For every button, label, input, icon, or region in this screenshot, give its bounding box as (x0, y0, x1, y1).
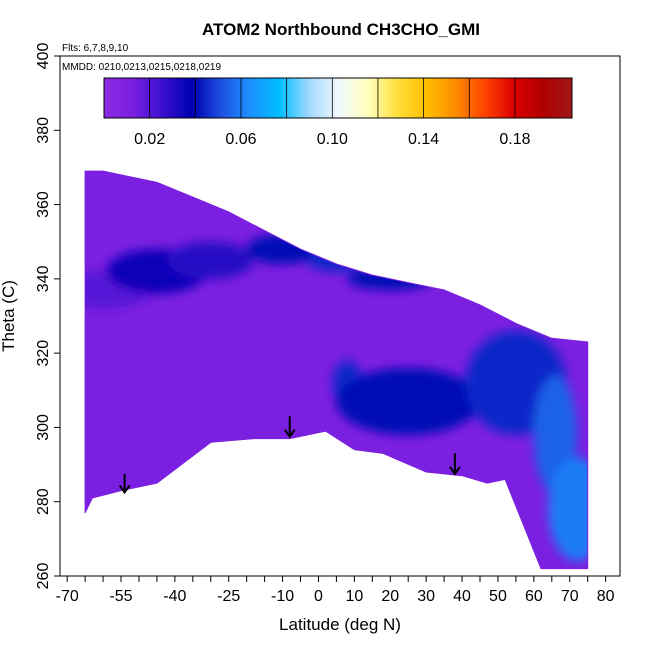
y-tick-label: 360 (35, 191, 52, 218)
field-feature (307, 249, 366, 272)
arrows (118, 416, 461, 495)
field-feature (336, 368, 480, 435)
x-tick-label: -70 (56, 588, 79, 605)
x-tick-label: 70 (561, 588, 579, 605)
field-feature (167, 241, 254, 279)
colorbar: 0.02 0.06 0.10 0.14 0.18 (103, 77, 573, 148)
flights-annotation: Flts: 6,7,8,9,10 (62, 43, 129, 54)
plot-frame (59, 55, 621, 577)
x-tick-label: 0 (314, 588, 323, 605)
x-axis-label: Latitude (deg N) (279, 615, 401, 634)
plot-area (84, 170, 589, 570)
x-tick-label: 80 (597, 588, 615, 605)
colorbar-ticks: 0.02 0.06 0.10 0.14 0.18 (134, 131, 531, 148)
arrow-head (118, 484, 131, 495)
colorbar-tick-label: 0.14 (408, 131, 439, 148)
x-tick-label: -25 (217, 588, 240, 605)
y-tick-label: 300 (35, 414, 52, 441)
colorbar-dividers (149, 78, 516, 118)
colorbar-tick-label: 0.18 (499, 131, 530, 148)
colorbar-tick-label: 0.02 (134, 131, 165, 148)
x-tick-label: 50 (489, 588, 507, 605)
field-feature (548, 457, 588, 562)
x-tick-label: 40 (453, 588, 471, 605)
y-axis: 260 280 300 320 340 360 380 400 (35, 43, 60, 590)
y-tick-label: 340 (35, 265, 52, 292)
chart-title: ATOM2 Northbound CH3CHO_GMI (202, 20, 480, 39)
x-tick-label: -40 (163, 588, 186, 605)
x-axis: -70 -55 -40 -25 -10 0 10 20 30 40 50 60 70 80 (56, 576, 615, 605)
x-tick-label: -10 (271, 588, 294, 605)
x-tick-label: 30 (417, 588, 435, 605)
y-tick-label: 260 (35, 563, 52, 590)
y-tick-label: 400 (35, 43, 52, 70)
y-tick-label: 380 (35, 117, 52, 144)
arrow-head (283, 429, 296, 439)
x-tick-label: 10 (345, 588, 363, 605)
x-tick-label: 20 (381, 588, 399, 605)
x-tick-label: -55 (109, 588, 132, 605)
dates-annotation: MMDD: 0210,0213,0215,0218,0219 (62, 62, 221, 73)
y-tick-label: 280 (35, 488, 52, 515)
field-blur-group (85, 234, 588, 562)
field-features (85, 234, 588, 562)
y-axis-label: Theta (C) (0, 280, 18, 352)
field-outline (84, 170, 589, 570)
field-feature (246, 234, 319, 264)
x-tick-label: 60 (525, 588, 543, 605)
colorbar-tick-label: 0.06 (225, 131, 256, 148)
arrow-head (449, 466, 461, 476)
colorbar-fill (103, 77, 573, 119)
colorbar-tick-label: 0.10 (317, 131, 348, 148)
y-tick-label: 320 (35, 340, 52, 367)
